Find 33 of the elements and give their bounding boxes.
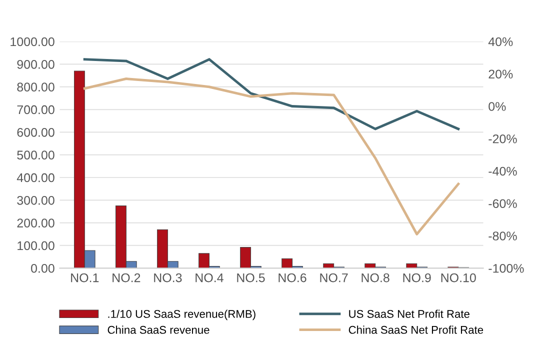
x-tick-label: NO.1 (71, 273, 99, 282)
y-tick-label: 0.00 (31, 264, 54, 273)
x-tick-label: NO.6 (278, 273, 306, 282)
y2-tick-label: 40% (488, 37, 513, 46)
y-tick-label: 800.00 (17, 82, 54, 92)
y-tick-label: 400.00 (16, 173, 54, 182)
legend-label: China SaaS Net Profit Rate (348, 326, 484, 334)
x-tick-label: NO.7 (320, 273, 348, 282)
y2-tick-label: -100% (488, 264, 524, 273)
x-tick-label: NO.2 (112, 273, 140, 282)
legend-label: China SaaS revenue (108, 326, 210, 334)
y2-tick-label: 0% (488, 102, 506, 111)
x-tick-label: NO.10 (441, 273, 476, 282)
y-tick-label: 300.00 (17, 196, 54, 205)
y2-tick-label: 20% (488, 70, 513, 79)
y-tick-label: 200.00 (17, 218, 54, 228)
x-tick-label: NO.5 (237, 273, 265, 282)
y-tick-label: 900.00 (17, 60, 54, 69)
y-tick-label: 1000.00 (10, 37, 54, 46)
y-tick-label: 500.00 (17, 150, 54, 160)
x-tick-label: NO.4 (196, 273, 224, 282)
y2-tick-label: -80% (488, 232, 517, 240)
y-tick-label: 700.00 (17, 105, 54, 114)
x-tick-label: NO.3 (154, 273, 182, 282)
legend-label: US SaaS Net Profit Rate (349, 310, 470, 318)
x-tick-label: NO.8 (362, 273, 390, 282)
y-tick-label: 600.00 (17, 128, 54, 137)
legend-label: .1/10 US SaaS revenue(RMB) (108, 310, 256, 320)
y2-tick-label: -40% (488, 166, 517, 176)
x-tick-label: NO.9 (403, 273, 431, 282)
y2-tick-label: -60% (488, 199, 517, 208)
y-tick-label: 100.00 (18, 241, 54, 250)
y2-tick-label: -20% (488, 134, 517, 144)
